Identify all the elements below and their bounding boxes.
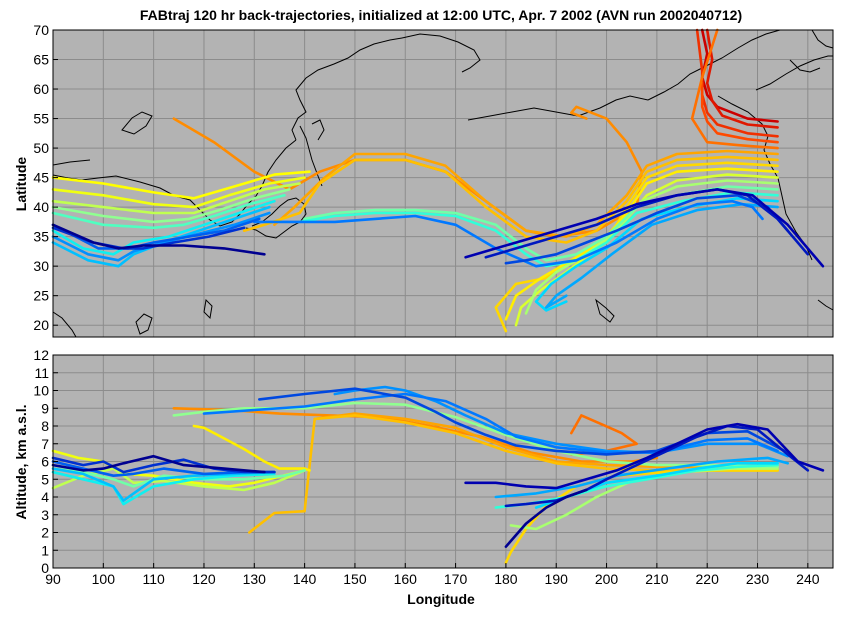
- trajectory-line-24: [253, 199, 764, 268]
- y-tick-label: 10: [33, 383, 49, 399]
- y-tick-label: 6: [41, 454, 49, 470]
- trajectory-line-4: [690, 28, 779, 150]
- trajectory-line-20: [51, 456, 276, 474]
- trajectory-line-13: [51, 182, 301, 215]
- x-tick-label: 150: [343, 571, 367, 587]
- y-tick-label: 2: [41, 525, 49, 541]
- y-tick-label: 50: [33, 140, 49, 156]
- x-tick-label: 210: [645, 571, 669, 587]
- trajectory-line-9: [172, 401, 779, 469]
- map-grid: [52, 29, 833, 337]
- y-tick-label: 60: [33, 81, 49, 97]
- trajectory-line-30: [51, 223, 266, 256]
- trajectory-line-1: [705, 28, 779, 129]
- altitude-x-axis-label: Longitude: [407, 591, 475, 607]
- trajectory-line-15: [494, 456, 790, 499]
- trajectory-line-1: [172, 406, 659, 463]
- x-tick-label: 90: [45, 571, 61, 587]
- trajectory-line-19: [51, 199, 276, 256]
- x-tick-label: 120: [192, 571, 216, 587]
- y-tick-label: 7: [41, 436, 49, 452]
- altitude-x-ticks: 90 100 110 120 130 140 150 160 170 180 190 200 210 22…: [45, 563, 820, 587]
- x-tick-label: 180: [494, 571, 518, 587]
- map-axes-background: [53, 30, 833, 337]
- altitude-y-axis-label: Altitude, km a.s.l.: [13, 404, 29, 519]
- coastlines: [52, 29, 834, 338]
- trajectory-line-25: [51, 217, 261, 250]
- y-tick-label: 65: [33, 52, 49, 68]
- altitude-trajectories: [51, 385, 825, 565]
- trajectory-line-2: [695, 28, 779, 138]
- trajectory-line-26: [504, 194, 790, 265]
- trajectory-line-17: [202, 392, 779, 454]
- figure-title: FABtraj 120 hr back-trajectories, initia…: [140, 7, 742, 23]
- trajectory-line-28: [484, 188, 810, 259]
- x-tick-label: 110: [142, 571, 165, 587]
- trajectory-line-16: [333, 385, 790, 458]
- trajectory-line-11: [51, 176, 306, 209]
- y-tick-label: 3: [41, 507, 49, 523]
- x-tick-label: 220: [696, 571, 720, 587]
- y-tick-label: 30: [33, 258, 49, 274]
- trajectory-line-23: [51, 454, 266, 474]
- x-tick-label: 170: [444, 571, 468, 587]
- y-tick-label: 35: [33, 229, 49, 245]
- y-tick-label: 9: [41, 400, 49, 416]
- trajectory-line-15: [51, 188, 291, 224]
- trajectory-line-22: [544, 202, 779, 309]
- trajectory-line-21: [504, 424, 810, 508]
- x-tick-label: 230: [746, 571, 770, 587]
- trajectory-line-18: [298, 191, 779, 268]
- trajectory-line-17: [51, 194, 286, 230]
- y-tick-label: 45: [33, 170, 49, 186]
- x-tick-label: 140: [293, 571, 317, 587]
- trajectory-line-29: [464, 188, 825, 268]
- trajectory-line-6: [51, 449, 306, 488]
- trajectory-line-10: [51, 170, 311, 200]
- y-tick-label: 8: [41, 418, 49, 434]
- y-tick-label: 11: [34, 365, 49, 381]
- trajectory-line-7: [242, 155, 779, 244]
- y-tick-label: 5: [41, 471, 49, 487]
- trajectory-line-12: [51, 470, 276, 506]
- trajectory-line-3: [700, 81, 779, 144]
- trajectory-line-0: [700, 28, 779, 123]
- y-tick-label: 55: [33, 111, 49, 127]
- map-y-axis-label: Latitude: [13, 157, 29, 212]
- y-tick-label: 25: [33, 288, 49, 304]
- map-y-ticks: 20 25 30 35 40 45 50 55 60 65 70: [33, 22, 58, 333]
- y-tick-label: 1: [41, 542, 49, 558]
- x-tick-label: 200: [595, 571, 619, 587]
- y-tick-label: 70: [33, 22, 49, 38]
- trajectory-line-24: [504, 488, 588, 549]
- y-tick-label: 12: [33, 347, 49, 363]
- map-axes-frame: [52, 29, 834, 338]
- trajectory-line-14: [51, 467, 276, 502]
- x-tick-label: 100: [92, 571, 116, 587]
- x-tick-label: 130: [243, 571, 267, 587]
- y-tick-label: 0: [41, 560, 49, 576]
- x-tick-label: 240: [796, 571, 820, 587]
- trajectory-line-3: [248, 414, 779, 534]
- y-tick-label: 4: [41, 489, 49, 505]
- y-tick-label: 40: [33, 199, 49, 215]
- map-panel: 20 25 30 35 40 45 50 55 60 65 70 Latitude: [13, 22, 834, 338]
- trajectory-line-10: [51, 463, 306, 488]
- y-tick-label: 20: [33, 317, 49, 333]
- x-tick-label: 160: [394, 571, 418, 587]
- trajectory-line-22: [464, 422, 825, 490]
- map-trajectories: [51, 28, 825, 333]
- x-tick-label: 190: [545, 571, 569, 587]
- trajectory-line-5: [192, 424, 311, 472]
- trajectory-line-6: [273, 149, 779, 238]
